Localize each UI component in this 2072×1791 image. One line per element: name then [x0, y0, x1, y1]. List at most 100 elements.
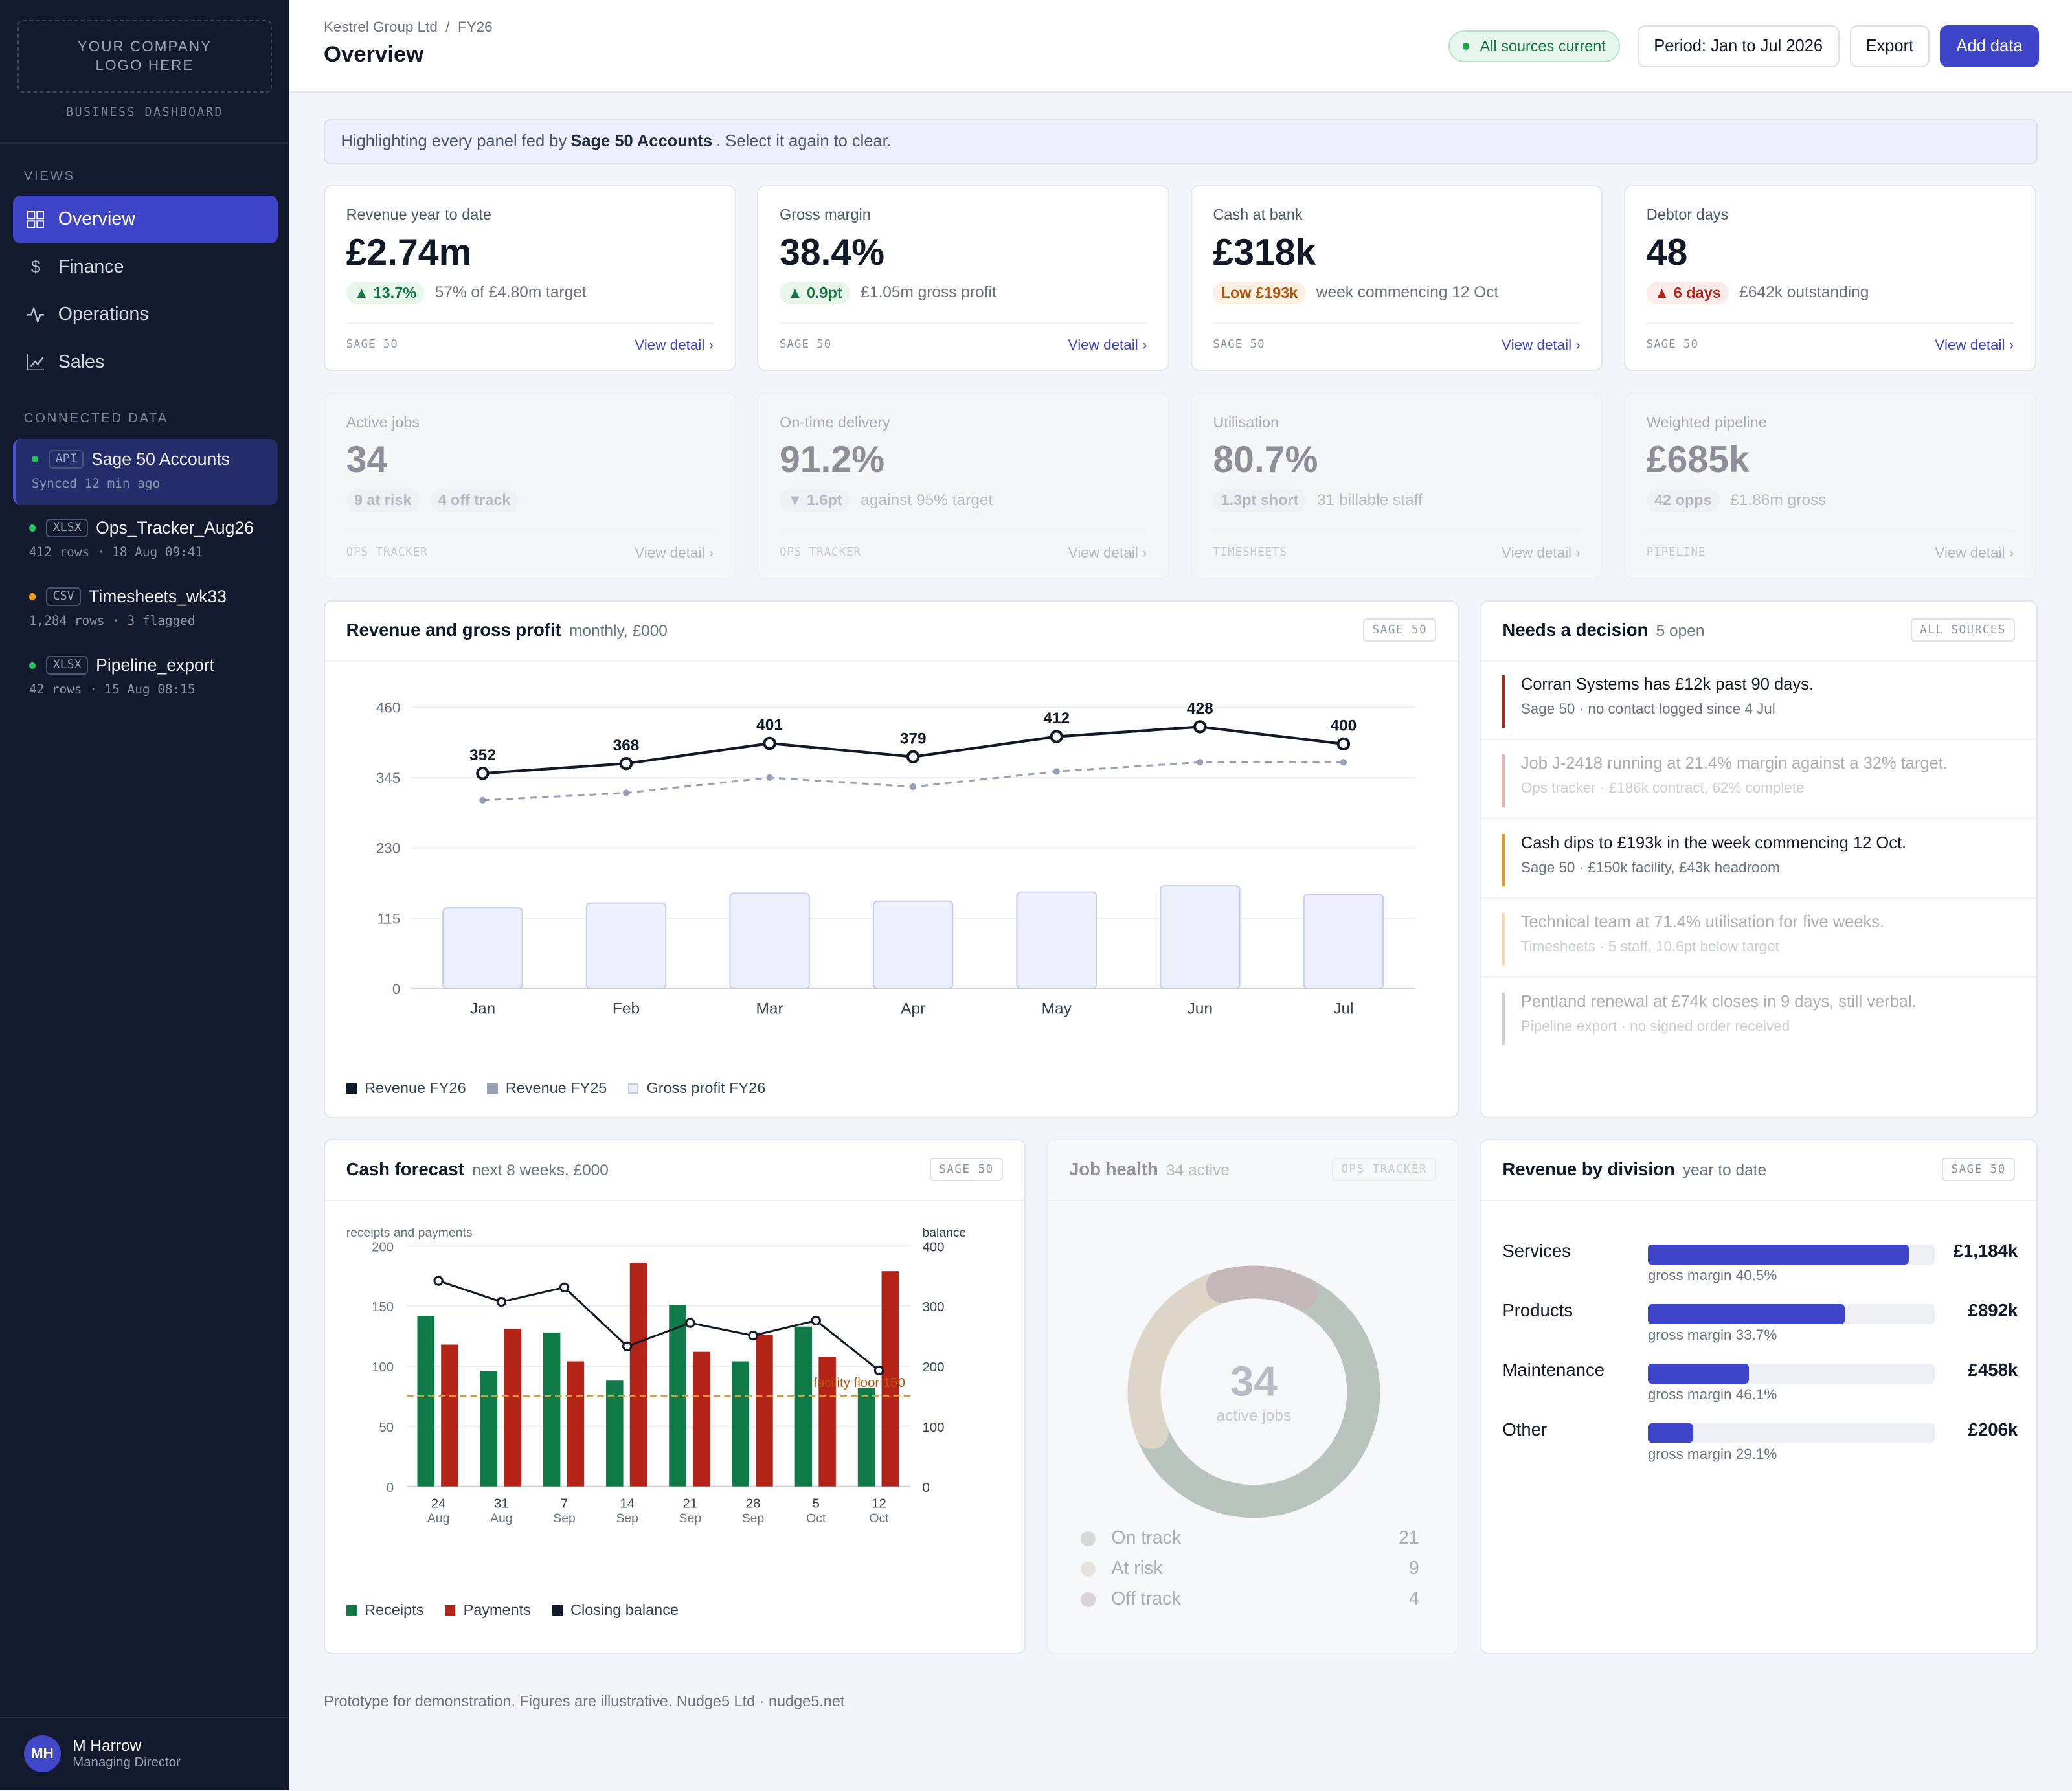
receipts-bar[interactable] — [417, 1316, 434, 1487]
revenue-fy26-point[interactable] — [1050, 729, 1063, 743]
breadcrumb[interactable]: Kestrel Group Ltd / FY26 — [323, 18, 493, 35]
payments-bar[interactable] — [692, 1351, 710, 1487]
view-detail-link[interactable]: View detail › — [1502, 544, 1581, 561]
nav-item-operations[interactable]: Operations — [13, 291, 277, 338]
add-data-button[interactable]: Add data — [1939, 25, 2039, 68]
kpi-card[interactable]: Debtor days 48 ▲ 6 days £642k outstanding SA… — [1624, 185, 2036, 372]
view-detail-link[interactable]: View detail › — [1935, 544, 2014, 561]
export-button[interactable]: Export — [1850, 25, 1930, 68]
revenue-fy26-point[interactable] — [476, 766, 490, 780]
decision-item[interactable]: Technical team at 71.4% utilisation for … — [1502, 913, 2018, 966]
nav-item-overview[interactable]: Overview — [13, 196, 278, 243]
payments-bar[interactable] — [881, 1271, 899, 1487]
receipts-bar[interactable] — [480, 1371, 498, 1487]
nav-item-finance[interactable]: $ Finance — [13, 243, 277, 291]
decision-item[interactable]: Pentland renewal at £74k closes in 9 day… — [1502, 992, 2018, 1046]
period-selector[interactable]: Period: Jan to Jul 2026 — [1637, 25, 1840, 68]
revenue-fy26-point[interactable] — [763, 736, 776, 750]
divider — [346, 322, 714, 324]
closing-balance-point[interactable] — [811, 1315, 821, 1326]
revenue-fy25-point[interactable] — [766, 774, 773, 781]
kpi-source: SAGE 50 — [780, 338, 832, 352]
closing-balance-point[interactable] — [685, 1318, 695, 1328]
revenue-fy25-point[interactable] — [622, 789, 630, 796]
user-profile[interactable]: MH M Harrow Managing Director — [23, 1735, 181, 1772]
panel-title: Cash forecast next 8 weeks, £000 — [346, 1159, 609, 1180]
kpi-card[interactable]: Weighted pipeline £685k 42 opps £1.86m gros… — [1624, 392, 2036, 579]
closing-balance-point[interactable] — [873, 1365, 884, 1376]
gross-profit-bar[interactable] — [872, 900, 954, 989]
donut-slice[interactable] — [1135, 1276, 1380, 1518]
gross-profit-bar[interactable] — [442, 907, 523, 989]
divider — [0, 142, 289, 144]
kpi-card[interactable]: Cash at bank £318k Low £193k week commencin… — [1190, 185, 1603, 372]
legend-item: Revenue FY25 — [487, 1079, 607, 1097]
gross-profit-bar[interactable] — [1016, 891, 1097, 989]
payments-bar[interactable] — [504, 1329, 521, 1487]
closing-balance-point[interactable] — [496, 1297, 506, 1307]
revenue-fy26-point[interactable] — [906, 750, 920, 763]
donut-slice[interactable] — [1206, 1265, 1318, 1309]
y-tick-label: 460 — [376, 699, 400, 715]
view-detail-link[interactable]: View detail › — [635, 544, 714, 561]
decision-item[interactable]: Job J-2418 running at 21.4% margin again… — [1502, 754, 2018, 807]
gross-profit-bar[interactable] — [585, 902, 667, 989]
revenue-fy26-point[interactable] — [1336, 737, 1351, 750]
legend-label: Gross profit FY26 — [646, 1079, 766, 1097]
view-detail-link[interactable]: View detail › — [1935, 337, 2014, 354]
division-bar-fill — [1647, 1245, 1909, 1265]
payments-bar[interactable] — [441, 1344, 458, 1487]
kpi-card[interactable]: Active jobs 34 9 at risk 4 off track OPS TRA… — [323, 392, 736, 579]
kpi-card[interactable]: On-time delivery 91.2% ▼ 1.6pt against 95% … — [757, 392, 1170, 579]
closing-balance-point[interactable] — [559, 1282, 570, 1293]
revenue-fy25-point[interactable] — [1340, 758, 1347, 765]
closing-balance-point[interactable] — [433, 1276, 444, 1286]
view-detail-link[interactable]: View detail › — [635, 337, 714, 354]
gross-profit-bar[interactable] — [1303, 893, 1384, 989]
division-value: £892k — [1968, 1300, 2018, 1321]
threshold-label: facility floor 150 — [813, 1376, 905, 1390]
payments-bar[interactable] — [567, 1361, 585, 1487]
receipts-bar[interactable] — [606, 1380, 624, 1487]
y-tick-label: 100 — [372, 1360, 394, 1375]
view-detail-link[interactable]: View detail › — [1502, 337, 1581, 354]
receipts-bar[interactable] — [857, 1388, 875, 1487]
closing-balance-point[interactable] — [622, 1341, 633, 1352]
revenue-fy26-point[interactable] — [1193, 719, 1207, 734]
revenue-fy25-point[interactable] — [479, 796, 486, 804]
kpi-card[interactable]: Revenue year to date £2.74m ▲ 13.7% 57% of … — [323, 185, 736, 372]
division-name: Products — [1502, 1300, 1573, 1321]
kpi-value: £318k — [1213, 232, 1316, 274]
source-name: Timesheets_wk33 — [89, 587, 227, 607]
gross-profit-bar[interactable] — [729, 892, 810, 989]
revenue-fy25-point[interactable] — [1053, 767, 1060, 775]
payments-bar[interactable] — [818, 1357, 836, 1487]
payments-bar[interactable] — [756, 1335, 773, 1487]
view-detail-link[interactable]: View detail › — [1068, 337, 1147, 354]
source-timesheets[interactable]: CSV Timesheets_wk33 1,284 rows · 3 flagge… — [13, 576, 277, 642]
source-sage50[interactable]: API Sage 50 Accounts Synced 12 min ago — [13, 438, 278, 505]
decision-item[interactable]: Corran Systems has £12k past 90 days. Sag… — [1502, 675, 2018, 728]
view-detail-link[interactable]: View detail › — [1068, 544, 1147, 561]
kpi-card[interactable]: Gross margin 38.4% ▲ 0.9pt £1.05m gross pro… — [757, 185, 1170, 372]
donut-slice[interactable] — [1127, 1270, 1239, 1449]
receipts-bar[interactable] — [732, 1361, 749, 1487]
revenue-fy26-point[interactable] — [619, 756, 633, 770]
footer-note: Prototype for demonstration. Figures are… — [323, 1693, 845, 1710]
receipts-bar[interactable] — [794, 1326, 813, 1487]
receipts-bar[interactable] — [543, 1333, 561, 1487]
x-tick-label: Jun — [1188, 1000, 1213, 1017]
status-dot — [28, 593, 36, 600]
revenue-fy25-point[interactable] — [910, 783, 917, 790]
legend-value: 4 — [1408, 1588, 1419, 1609]
kpi-card[interactable]: Utilisation 80.7% 1.3pt short 31 billable s… — [1190, 392, 1603, 579]
highlight-banner[interactable]: Highlighting every panel fed by Sage 50 … — [323, 118, 2038, 164]
source-ops-tracker[interactable]: XLSX Ops_Tracker_Aug26 412 rows · 18 Aug … — [13, 508, 277, 574]
nav-item-sales[interactable]: Sales — [13, 338, 277, 385]
closing-balance-point[interactable] — [748, 1331, 758, 1341]
payments-bar[interactable] — [629, 1263, 648, 1487]
decision-item[interactable]: Cash dips to £193k in the week commencin… — [1502, 833, 2018, 887]
revenue-fy25-point[interactable] — [1197, 758, 1204, 765]
source-pipeline[interactable]: XLSX Pipeline_export 42 rows · 15 Aug 08:… — [13, 645, 277, 711]
gross-profit-bar[interactable] — [1160, 884, 1241, 989]
